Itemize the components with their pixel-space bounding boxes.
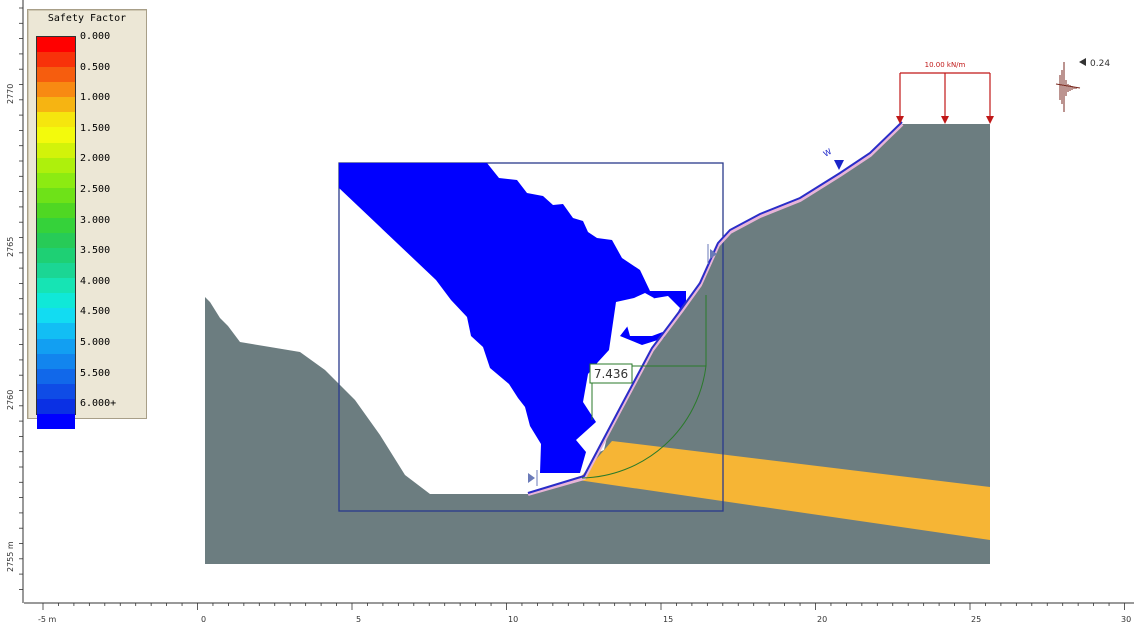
seismic-waveform-icon [1055,62,1081,112]
legend-swatch [37,398,75,414]
legend-swatch [37,353,75,369]
load-arrow-icon [896,116,904,124]
x-tick-label: 10 [508,615,518,624]
contour-hole [580,424,610,456]
legend-swatch [37,413,75,430]
x-axis-ticks [42,603,1125,610]
legend-swatch [37,172,75,188]
legend-swatch [37,248,75,264]
load-arrow-icon [941,116,949,124]
x-tick-label: 20 [817,615,827,624]
x-tick-label: 15 [663,615,673,624]
legend-value: 2.500 [80,184,111,195]
contour-hole [626,296,680,336]
legend-value: 0.000 [80,31,111,42]
legend-swatch [37,293,75,309]
legend-swatch [37,157,75,173]
slip-center-grid [338,162,724,512]
legend-swatch [37,263,75,279]
legend-swatch [37,37,75,53]
legend-swatch [37,67,75,83]
legend-swatch [37,368,75,384]
y-tick-label: 2760 [6,390,15,410]
legend-title: Safety Factor [47,13,127,24]
factor-of-safety-label: 7.436 [594,367,628,381]
x-tick-label: 0 [201,615,206,624]
legend-swatch [37,82,75,98]
legend-swatch [37,323,75,339]
x-tick-label: 30 [1121,615,1131,624]
legend-value: 4.000 [80,275,111,287]
legend-swatch [37,217,75,234]
legend-value: 4.500 [80,306,111,318]
legend-swatch [37,52,75,68]
legend-swatch [37,127,75,143]
slip-limit-left-icon [528,473,535,483]
legend-swatch [37,97,75,113]
water-table-icon [834,160,844,170]
y-tick-label: 2755 m [6,541,15,572]
legend-swatch [37,142,75,158]
y-tick-label: 2770 [6,84,15,104]
legend-swatch [37,112,75,128]
legend-value: 6.000+ [80,398,117,410]
safety-factor-contour [339,163,686,473]
x-tick-label: -5 m [38,615,57,624]
legend-swatch [37,233,75,249]
y-tick-label: 2765 [6,237,15,257]
load-arrow-icon [986,116,994,124]
load-label: 10.00 kN/m [925,61,966,69]
legend-value: 5.000 [80,337,111,348]
legend-swatch [37,187,75,203]
legend-swatch [37,308,75,324]
legend-color-scale [36,36,76,430]
legend-value: 1.500 [80,122,111,134]
seismic-arrow-icon [1079,58,1086,66]
distributed-load [896,72,994,124]
legend-value: 3.000 [80,214,111,226]
legend-value: 3.500 [80,245,111,257]
ground-surface-line [527,121,903,494]
water-marker-label: W [822,147,833,159]
y-axis-ticks [19,7,23,590]
legend-swatch [37,338,75,354]
safety-factor-legend: Safety Factor 0.000 0.500 1.000 1.500 2.000 2… [27,9,147,430]
legend-swatch [37,278,75,294]
x-tick-label: 25 [971,615,981,624]
legend-value: 5.500 [80,367,111,379]
legend-value: 2.000 [80,153,111,165]
legend-value: 1.000 [80,92,111,104]
factor-of-safety-box [589,363,633,384]
legend-value: 0.500 [80,61,111,73]
weak-layer [578,441,990,540]
slip-limit-right-icon [710,249,717,259]
x-tick-label: 5 [356,615,361,624]
slip-circle-arc [581,365,707,479]
seismic-label: 0.24 [1090,59,1110,69]
legend-swatch [37,383,75,399]
legend-swatch [37,202,75,218]
ground-profile [205,124,990,564]
